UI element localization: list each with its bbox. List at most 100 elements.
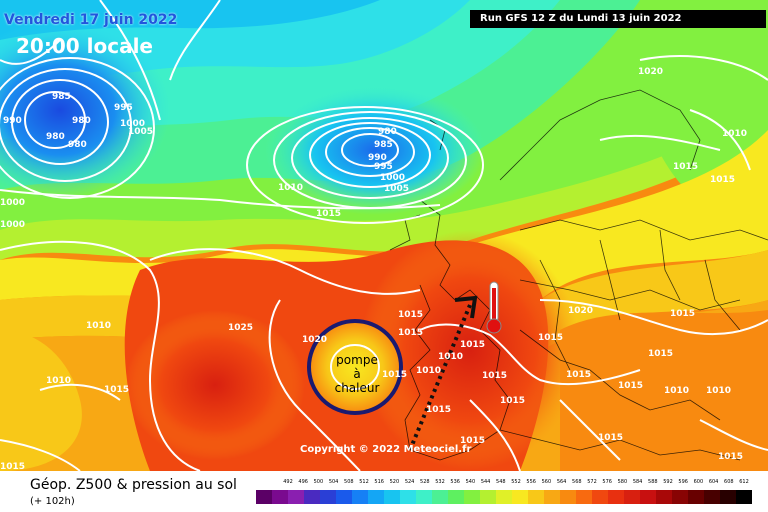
scale-swatch	[416, 490, 432, 504]
geopotential-color-scale	[256, 490, 752, 504]
scale-label: 516	[374, 479, 384, 485]
isobar-label: 1015	[0, 462, 25, 471]
isobar-lines	[0, 0, 768, 471]
scale-swatch	[320, 490, 336, 504]
valid-date: Vendredi 17 juin 2022	[4, 12, 178, 28]
isobar-label: 1025	[228, 323, 253, 333]
isobar-label: 995	[374, 162, 393, 172]
isobar-label: 1015	[382, 370, 407, 380]
isobar-label: 985	[374, 140, 393, 150]
isobar-label: 1010	[706, 386, 731, 396]
isobar-label: 1015	[566, 370, 591, 380]
scale-swatch	[624, 490, 640, 504]
scale-swatch	[512, 490, 528, 504]
isobar-label: 1015	[426, 405, 451, 415]
scale-label: 536	[450, 479, 460, 485]
scale-label: 532	[435, 479, 445, 485]
scale-label: 512	[359, 479, 369, 485]
isobar-label: 990	[3, 116, 22, 126]
scale-swatch	[672, 490, 688, 504]
scale-swatch	[688, 490, 704, 504]
map-title: Géop. Z500 & pression au sol	[30, 477, 237, 493]
isobar-labels: 9859809809809909951000100510001000101010…	[0, 67, 747, 471]
isobar-label: 1015	[482, 371, 507, 381]
isobar-label: 1015	[598, 433, 623, 443]
isobar-label: 1010	[278, 183, 303, 193]
isobar-label: 980	[68, 140, 87, 150]
heat-flow-arrow	[408, 295, 478, 451]
scale-swatch	[272, 490, 288, 504]
isobar-label: 1010	[722, 129, 747, 139]
scale-label: 588	[648, 479, 658, 485]
isobar-label: 1010	[438, 352, 463, 362]
isobar-label: 1015	[710, 175, 735, 185]
scale-label: 612	[739, 479, 749, 485]
scale-label: 608	[724, 479, 734, 485]
isobar-label: 985	[52, 92, 71, 102]
isobar-label: 1005	[128, 127, 153, 137]
scale-label: 520	[389, 479, 400, 485]
scale-label: 592	[663, 479, 673, 485]
isobar-label: 980	[378, 127, 397, 137]
isobar-label: 1020	[568, 306, 593, 316]
isobar-label: 1015	[648, 349, 673, 359]
scale-swatch	[448, 490, 464, 504]
model-run-label: Run GFS 12 Z du Lundi 13 juin 2022	[470, 10, 766, 28]
isobar-label: 990	[368, 153, 387, 163]
scale-swatch	[464, 490, 480, 504]
scale-swatch	[304, 490, 320, 504]
scale-swatch	[432, 490, 448, 504]
isobar-label: 1015	[500, 396, 525, 406]
isobar-label: 1010	[416, 366, 441, 376]
scale-swatch	[368, 490, 384, 504]
scale-swatch	[352, 490, 368, 504]
isobar-label: 1005	[384, 184, 409, 194]
scale-swatch	[384, 490, 400, 504]
scale-swatch	[704, 490, 720, 504]
scale-label: 492	[283, 479, 293, 485]
isobar-label: 1010	[46, 376, 71, 386]
isobar-label: 980	[46, 132, 65, 142]
isobar-label: 1015	[104, 385, 129, 395]
scale-label: 524	[404, 479, 415, 485]
forecast-hour: (+ 102h)	[30, 496, 75, 507]
scale-label: 564	[556, 479, 567, 485]
scale-swatch	[400, 490, 416, 504]
scale-swatch	[528, 490, 544, 504]
isobar-label: 1015	[398, 328, 423, 338]
local-time: 20:00 locale	[16, 34, 153, 58]
isobar-label: 1015	[673, 162, 698, 172]
scale-label: 568	[572, 479, 582, 485]
scale-label: 580	[617, 479, 628, 485]
scale-swatch	[256, 490, 272, 504]
scale-swatch	[640, 490, 656, 504]
isobar-label: 1000	[0, 198, 25, 208]
scale-swatch	[496, 490, 512, 504]
scale-label: 604	[708, 479, 719, 485]
scale-label: 572	[587, 479, 597, 485]
scale-label: 600	[693, 479, 704, 485]
isobar-label: 1015	[670, 309, 695, 319]
scale-label: 560	[541, 479, 552, 485]
scale-label: 556	[526, 479, 536, 485]
isobar-label: 1000	[0, 220, 25, 230]
heat-pump-circle	[307, 319, 403, 415]
heat-pump-label: pompe à chaleur	[332, 353, 382, 395]
scale-swatch	[336, 490, 352, 504]
scale-label: 496	[298, 479, 308, 485]
scale-swatch	[720, 490, 736, 504]
scale-label: 528	[420, 479, 430, 485]
scale-label: 540	[465, 479, 476, 485]
legend-footer: Géop. Z500 & pression au sol (+ 102h) 49…	[0, 471, 768, 512]
scale-swatch	[480, 490, 496, 504]
scale-label: 544	[480, 479, 491, 485]
isobar-label: 1000	[120, 119, 145, 129]
scale-swatch	[560, 490, 576, 504]
isobar-label: 1020	[638, 67, 663, 77]
copyright-notice: Copyright © 2022 Meteociel.fr	[300, 444, 472, 455]
scale-swatch	[736, 490, 752, 504]
scale-swatch	[592, 490, 608, 504]
isobar-label: 1020	[302, 335, 327, 345]
scale-swatch	[656, 490, 672, 504]
